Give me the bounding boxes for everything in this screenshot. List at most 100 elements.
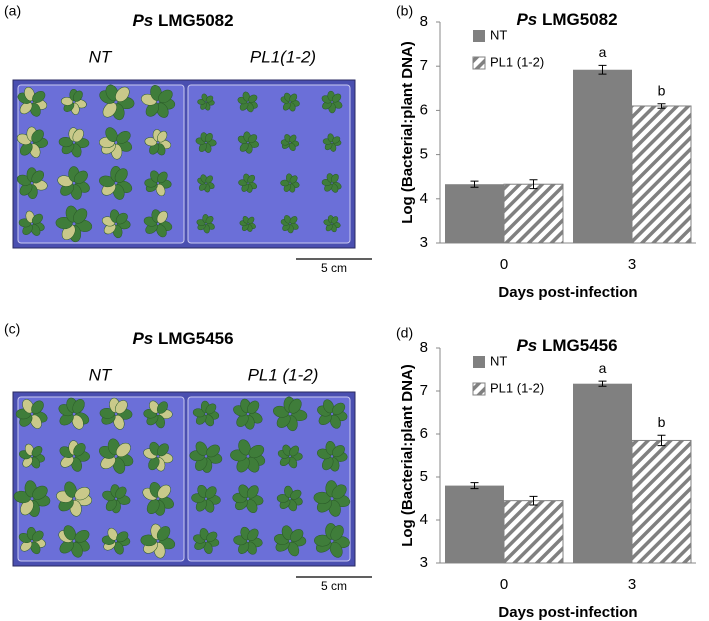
leaf xyxy=(155,183,166,197)
leaf xyxy=(140,534,157,547)
leaf xyxy=(115,400,128,414)
leaf xyxy=(99,175,115,188)
leaf xyxy=(282,101,291,111)
panel-title: Ps LMG5456 xyxy=(132,329,233,348)
leaf xyxy=(242,91,251,102)
y-axis-title: Log (Bacterial:plant DNA) xyxy=(399,41,416,224)
leaf xyxy=(206,444,220,458)
leaf xyxy=(205,486,217,499)
x-tick-label: 3 xyxy=(628,256,636,273)
leaf xyxy=(247,174,256,184)
leaf xyxy=(63,525,76,541)
leaf xyxy=(57,175,73,187)
x-axis-title: Days post-infection xyxy=(498,604,637,621)
leaf xyxy=(246,485,259,499)
leaf xyxy=(198,182,207,191)
legend-label: NT xyxy=(490,353,507,368)
title-text: LMG5082 xyxy=(158,11,234,30)
leaf xyxy=(332,136,341,144)
leaf xyxy=(157,171,168,184)
leaf xyxy=(330,173,339,183)
legend-label: PL1 (1-2) xyxy=(490,54,544,69)
leaf xyxy=(289,134,297,143)
leaf xyxy=(31,530,44,542)
leaf xyxy=(19,101,33,115)
leaf xyxy=(72,128,84,143)
leaf xyxy=(71,414,84,430)
significance-letter: a xyxy=(599,44,607,60)
leaf xyxy=(332,445,345,458)
leaf xyxy=(331,93,342,103)
leaf xyxy=(239,142,249,152)
leaf xyxy=(314,534,331,547)
leaf xyxy=(195,441,208,456)
leaf xyxy=(280,179,290,187)
y-tick-label: 4 xyxy=(420,511,428,528)
y-tick-label: 7 xyxy=(420,382,428,399)
leaf xyxy=(22,399,34,414)
x-tick-label: 0 xyxy=(500,256,508,273)
leaf xyxy=(331,484,347,500)
legend-swatch xyxy=(472,56,486,70)
leaf xyxy=(61,97,74,106)
leaf xyxy=(289,445,300,457)
leaf xyxy=(287,541,300,557)
leaf xyxy=(290,489,302,500)
legend-swatch xyxy=(472,382,486,396)
leaf xyxy=(281,525,293,541)
scale-label: 5 cm xyxy=(321,579,347,593)
leaf xyxy=(55,217,73,230)
leaf xyxy=(113,414,125,430)
error-bar xyxy=(470,180,479,188)
y-tick-label: 3 xyxy=(420,234,428,251)
title-text: LMG5456 xyxy=(158,329,234,348)
leaf xyxy=(64,481,77,498)
leaf xyxy=(24,86,35,102)
bar xyxy=(631,439,692,564)
leaf xyxy=(29,102,41,117)
legend-swatch xyxy=(473,30,485,42)
leaf xyxy=(58,137,73,148)
leaf xyxy=(248,94,258,103)
panel-title: Ps LMG5082 xyxy=(132,11,233,30)
bar xyxy=(573,69,632,244)
leaf xyxy=(30,414,42,429)
plate-label: PL1 (1-2) xyxy=(248,365,319,384)
significance-letter: b xyxy=(658,82,666,98)
leaf xyxy=(145,102,160,117)
leaf xyxy=(205,95,214,103)
title-prefix: Ps xyxy=(132,329,153,348)
leaf xyxy=(105,498,117,512)
leaf xyxy=(329,541,343,558)
leaf xyxy=(156,102,169,118)
leaf xyxy=(20,499,34,516)
leaf xyxy=(157,484,171,499)
title-text: LMG5082 xyxy=(542,10,618,29)
leaf xyxy=(236,413,249,427)
leaf xyxy=(289,93,298,103)
error-bar xyxy=(598,380,607,387)
leaf xyxy=(114,168,128,183)
plate xyxy=(17,396,185,562)
plate xyxy=(187,396,351,562)
y-tick-label: 6 xyxy=(420,425,428,442)
leaf xyxy=(73,208,88,224)
x-tick-label: 0 xyxy=(500,576,508,593)
significance-letter: a xyxy=(599,360,607,376)
plate-label: NT xyxy=(89,365,113,384)
leaf xyxy=(288,456,298,469)
leaf xyxy=(59,540,74,554)
leaf xyxy=(247,528,259,542)
leaf xyxy=(192,408,206,418)
leaf xyxy=(322,456,334,471)
leaf xyxy=(288,142,296,152)
bar xyxy=(503,500,564,564)
leaf xyxy=(205,216,214,225)
panel-title: Ps LMG5456 xyxy=(516,336,617,355)
leaf xyxy=(116,531,129,543)
bar xyxy=(445,485,504,563)
leaf xyxy=(116,130,131,144)
plate-label: PL1(1-2) xyxy=(250,47,316,66)
leaf xyxy=(284,215,292,224)
